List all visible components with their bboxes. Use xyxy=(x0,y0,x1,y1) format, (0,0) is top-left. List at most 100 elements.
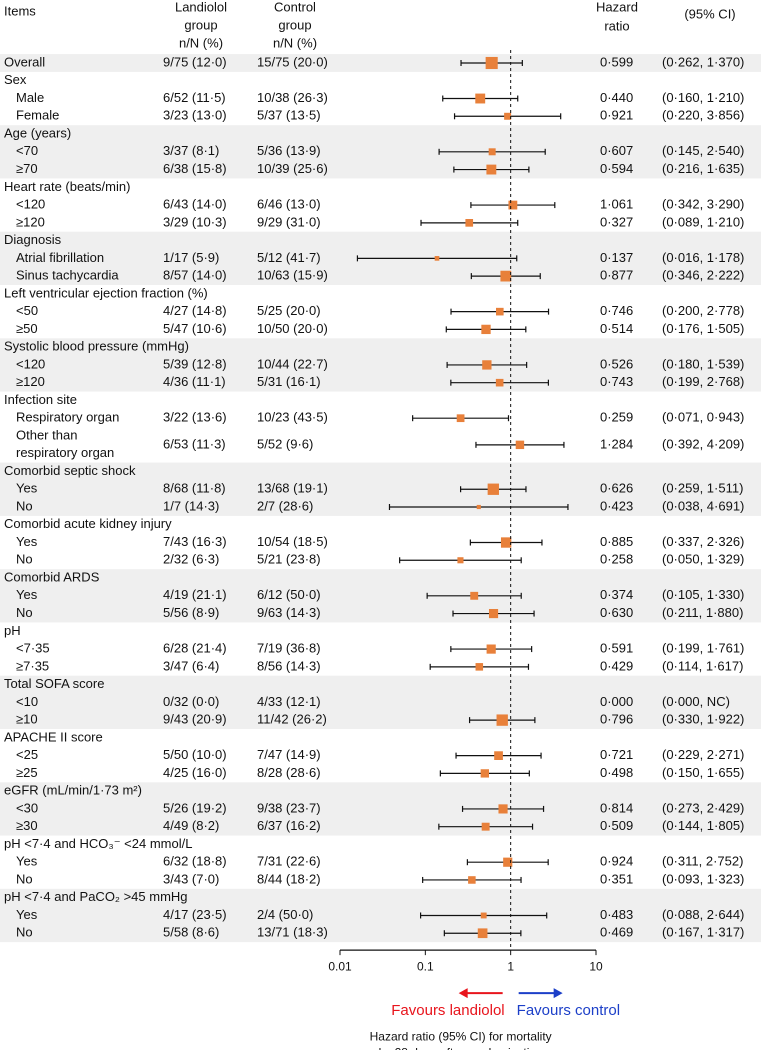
control-count: 2/4 (50·0) xyxy=(257,907,313,922)
landiolol-count: 6/52 (11·5) xyxy=(163,90,226,105)
row-label: Yes xyxy=(16,534,38,549)
landiolol-count: 3/23 (13·0) xyxy=(163,108,227,123)
hr-label: 0·351 xyxy=(600,871,633,886)
landiolol-count: 4/25 (16·0) xyxy=(163,765,227,780)
hr-label: 0·469 xyxy=(600,925,633,940)
row-band xyxy=(0,462,761,516)
row-label: No xyxy=(16,552,33,567)
ci-label: (0·337, 2·326) xyxy=(662,534,744,549)
control-count: 9/38 (23·7) xyxy=(257,800,321,815)
row-band xyxy=(0,569,761,623)
landiolol-count: 7/43 (16·3) xyxy=(163,534,227,549)
hr-marker xyxy=(488,608,499,619)
row-label: ≥120 xyxy=(16,374,45,389)
hr-marker xyxy=(488,148,496,156)
landiolol-count: 1/17 (5·9) xyxy=(163,250,219,265)
subgroup-label: Heart rate (beats/min) xyxy=(4,179,130,194)
landiolol-count: 0/32 (0·0) xyxy=(163,694,219,709)
hr-label: 0·429 xyxy=(600,658,633,673)
x-tick-label: 1 xyxy=(507,959,514,973)
ci-label: (0·038, 4·691) xyxy=(662,498,744,513)
control-count: 10/44 (22·7) xyxy=(257,356,328,371)
hr-label: 0·000 xyxy=(600,694,633,709)
ci-label: (0·311, 2·752) xyxy=(662,854,743,869)
row-label: ≥30 xyxy=(16,818,38,833)
control-count: 6/12 (50·0) xyxy=(257,587,321,602)
hr-label: 0·259 xyxy=(600,410,633,425)
favours-right: Favours control xyxy=(517,1002,620,1019)
header-landiolol: Landiolol xyxy=(175,0,227,14)
subgroup-label: Sex xyxy=(4,72,27,87)
control-count: 4/33 (12·1) xyxy=(257,694,321,709)
hr-label: 0·921 xyxy=(600,108,633,123)
landiolol-count: 3/37 (8·1) xyxy=(163,143,219,158)
ci-label: (0·160, 1·210) xyxy=(662,90,744,105)
subgroup-label: eGFR (mL/min/1·73 m²) xyxy=(4,783,142,798)
header-control: group xyxy=(278,17,311,32)
ci-label: (0·016, 1·178) xyxy=(662,250,744,265)
ci-label: (0·176, 1·505) xyxy=(662,321,744,336)
ci-label: (0·145, 2·540) xyxy=(662,143,744,158)
ci-label: (0·199, 2·768) xyxy=(662,374,744,389)
header-hr: ratio xyxy=(604,18,629,33)
hr-marker xyxy=(500,537,512,548)
x-axis-title: by 28 days after randomisation xyxy=(379,1045,543,1050)
hr-label: 0·721 xyxy=(600,747,633,762)
hr-marker xyxy=(465,219,474,227)
row-label: <50 xyxy=(16,303,38,318)
hr-label: 0·327 xyxy=(600,214,633,229)
landiolol-count: 3/22 (13·6) xyxy=(163,410,227,425)
hr-marker xyxy=(457,557,464,564)
ci-label: (0·262, 1·370) xyxy=(662,54,744,69)
control-count: 8/28 (28·6) xyxy=(257,765,321,780)
landiolol-count: 5/50 (10·0) xyxy=(163,747,227,762)
row-label: No xyxy=(16,871,33,886)
ci-label: (0·330, 1·922) xyxy=(662,712,744,727)
hr-label: 0·599 xyxy=(600,54,633,69)
landiolol-count: 5/26 (19·2) xyxy=(163,800,227,815)
hr-marker xyxy=(456,414,465,423)
landiolol-count: 4/17 (23·5) xyxy=(163,907,227,922)
landiolol-count: 8/68 (11·8) xyxy=(163,481,226,496)
hr-marker xyxy=(498,804,508,814)
ci-label: (0·144, 1·805) xyxy=(662,818,744,833)
header-ci: (95% CI) xyxy=(684,6,735,21)
subgroup-label: Left ventricular ejection fraction (%) xyxy=(4,285,208,300)
hr-marker xyxy=(485,56,498,70)
hr-marker xyxy=(500,270,512,282)
hr-label: 0·924 xyxy=(600,854,633,869)
subgroup-label: Comorbid septic shock xyxy=(4,463,136,478)
hr-label: 0·630 xyxy=(600,605,633,620)
hr-marker xyxy=(481,822,490,831)
ci-label: (0·088, 2·644) xyxy=(662,907,744,922)
control-count: 7/31 (22·6) xyxy=(257,854,321,869)
hr-marker xyxy=(476,504,481,510)
row-label: Atrial fibrillation xyxy=(16,250,104,265)
control-count: 11/42 (26·2) xyxy=(257,712,327,727)
hr-label: 0·509 xyxy=(600,818,633,833)
subgroup-label: Infection site xyxy=(4,392,77,407)
landiolol-count: 5/39 (12·8) xyxy=(163,356,227,371)
hr-marker xyxy=(487,483,499,495)
landiolol-count: 8/57 (14·0) xyxy=(163,268,227,283)
control-count: 10/23 (43·5) xyxy=(257,410,328,425)
row-band xyxy=(0,338,761,392)
landiolol-count: 9/43 (20·9) xyxy=(163,712,227,727)
control-count: 10/38 (26·3) xyxy=(257,90,328,105)
hr-label: 0·746 xyxy=(600,303,633,318)
hr-marker xyxy=(504,112,512,120)
row-label: ≥50 xyxy=(16,321,38,336)
hr-label: 1·061 xyxy=(600,197,633,212)
row-label: ≥70 xyxy=(16,161,38,176)
hr-label: 1·284 xyxy=(600,436,633,451)
control-count: 9/29 (31·0) xyxy=(257,214,321,229)
ci-label: (0·000, NC) xyxy=(662,694,730,709)
x-axis-title: Hazard ratio (95% CI) for mortality xyxy=(370,1029,552,1043)
hr-marker xyxy=(468,876,476,884)
control-count: 7/19 (36·8) xyxy=(257,641,321,656)
hr-label: 0·374 xyxy=(600,587,633,602)
shading xyxy=(0,54,761,943)
hr-marker xyxy=(486,164,497,175)
subgroup-label: Comorbid ARDS xyxy=(4,569,100,584)
